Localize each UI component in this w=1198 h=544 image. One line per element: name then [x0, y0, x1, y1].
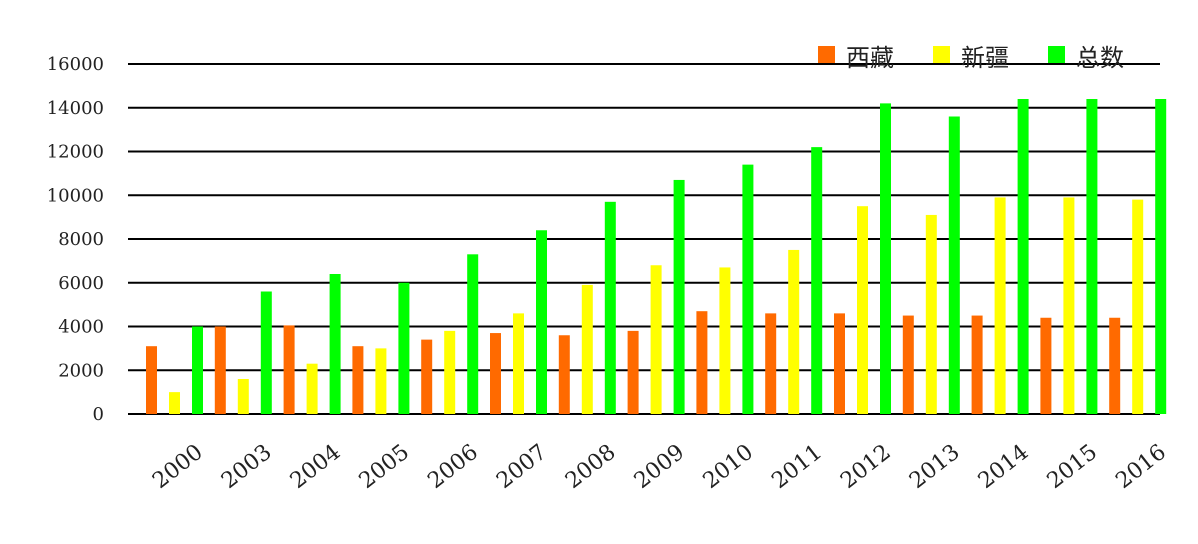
bar-总数-2007 — [536, 230, 547, 414]
bar-新疆-2008 — [581, 284, 593, 414]
bar-西藏-2012 — [834, 313, 845, 414]
y-tick-label: 0 — [93, 404, 104, 425]
bar-新疆-2005 — [375, 348, 387, 414]
bar-新疆-2015 — [1063, 197, 1075, 414]
bar-总数-2012 — [880, 103, 891, 414]
x-tick-label: 2010 — [699, 440, 759, 494]
bar-新疆-2003 — [237, 379, 249, 414]
bar-总数-2006 — [467, 254, 479, 414]
y-tick-label: 12000 — [47, 142, 104, 163]
bar-新疆-2004 — [306, 363, 318, 414]
x-tick-label: 2005 — [355, 440, 415, 494]
bar-西藏-2003 — [214, 326, 226, 414]
bar-新疆-2007 — [513, 313, 524, 414]
bar-新疆-2009 — [650, 265, 662, 414]
y-tick-label: 14000 — [47, 98, 104, 119]
y-tick-label: 6000 — [58, 273, 104, 294]
legend-swatch — [933, 46, 950, 63]
bar-新疆-2006 — [444, 330, 456, 414]
x-tick-label: 2008 — [561, 440, 621, 494]
bar-新疆-2016 — [1132, 199, 1144, 414]
legend: 西藏 新疆 总数 — [818, 44, 1124, 72]
bar-总数-2008 — [604, 201, 616, 414]
bar-总数-2015 — [1086, 99, 1098, 414]
x-tick-label: 2004 — [286, 440, 346, 494]
legend-label: 总数 — [1076, 44, 1124, 72]
bar-新疆-2012 — [857, 206, 868, 414]
y-tick-label: 4000 — [58, 317, 104, 338]
bar-新疆-2013 — [925, 214, 937, 414]
x-tick-label: 2012 — [836, 440, 896, 494]
bar-西藏-2005 — [352, 346, 364, 414]
bar-西藏-2011 — [765, 313, 777, 414]
bar-西藏-2007 — [490, 333, 501, 414]
bar-西藏-2015 — [1040, 317, 1052, 414]
bar-总数-2009 — [673, 179, 685, 414]
legend-swatch — [818, 46, 835, 63]
x-tick-label: 2013 — [905, 440, 965, 494]
bar-总数-2014 — [1017, 99, 1029, 414]
bar-西藏-2016 — [1109, 317, 1121, 414]
bar-西藏-2009 — [627, 330, 639, 414]
bar-总数-2004 — [329, 274, 341, 414]
bar-西藏-2006 — [421, 339, 433, 414]
bar-新疆-2014 — [994, 197, 1006, 414]
bar-总数-2005 — [398, 282, 410, 414]
bars — [146, 99, 1167, 414]
bar-总数-2010 — [742, 164, 754, 414]
x-tick-label: 2011 — [767, 440, 827, 494]
bar-西藏-2013 — [902, 315, 914, 414]
bar-西藏-2004 — [283, 325, 295, 414]
x-tick-label: 2014 — [974, 440, 1034, 494]
x-tick-label: 2009 — [630, 440, 690, 494]
bar-西藏-2010 — [696, 311, 708, 414]
bar-新疆-2010 — [719, 267, 731, 414]
y-tick-label: 2000 — [58, 360, 104, 381]
bar-西藏-2008 — [558, 335, 570, 414]
y-tick-label: 16000 — [47, 54, 104, 75]
bar-总数-2003 — [260, 291, 272, 414]
y-tick-label: 8000 — [58, 229, 104, 250]
x-tick-label: 2006 — [423, 440, 483, 494]
x-tick-label: 2007 — [492, 440, 552, 494]
bar-总数-2016 — [1155, 99, 1167, 414]
bar-西藏-2014 — [971, 315, 983, 414]
y-axis: 0 2000 4000 6000 8000 10000 12000 14000 16000 — [47, 54, 104, 425]
bar-总数-2013 — [948, 116, 960, 414]
x-tick-label: 2015 — [1043, 440, 1103, 494]
x-axis: 2000 2003 2004 2005 2006 2007 2008 2009 2010 2011… — [148, 440, 1171, 494]
bar-新疆-2000 — [169, 392, 180, 414]
bar-新疆-2011 — [788, 249, 800, 414]
x-tick-label: 2016 — [1111, 440, 1171, 494]
legend-label: 新疆 — [961, 44, 1009, 72]
legend-swatch — [1048, 46, 1065, 63]
bar-总数-2000 — [192, 326, 203, 414]
gridlines — [128, 63, 1160, 415]
bar-西藏-2000 — [146, 346, 157, 414]
x-tick-label: 2003 — [217, 440, 277, 494]
y-tick-label: 10000 — [47, 185, 104, 206]
bar-总数-2011 — [811, 147, 823, 414]
legend-label: 西藏 — [846, 44, 894, 72]
x-tick-label: 2000 — [148, 440, 208, 494]
